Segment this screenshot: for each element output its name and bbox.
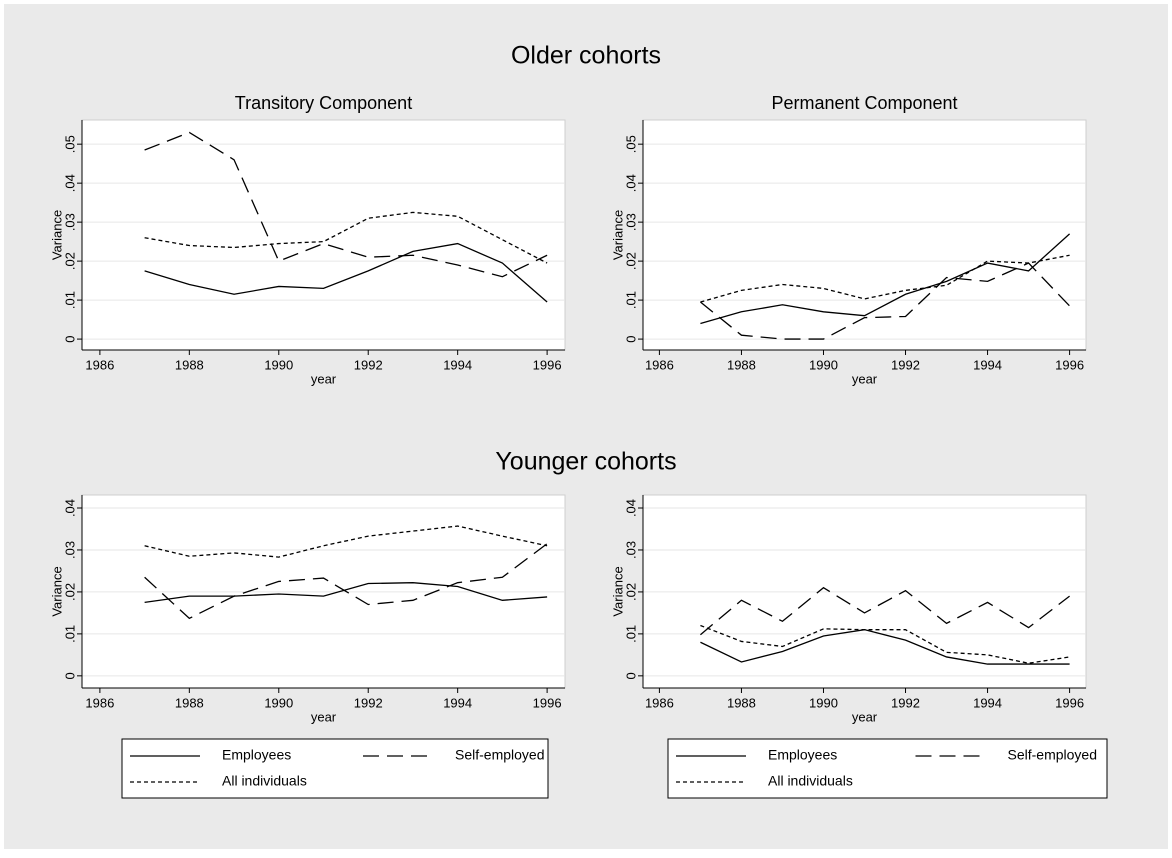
y-tick-label: .05 <box>62 135 77 153</box>
panel-title: Transitory Component <box>235 93 412 113</box>
y-tick-label: 0 <box>62 672 77 679</box>
x-tick-label: 1988 <box>727 695 756 710</box>
y-tick-label: .03 <box>623 541 638 559</box>
x-tick-label: 1994 <box>973 695 1002 710</box>
x-tick-label: 1990 <box>809 695 838 710</box>
legend-box <box>121 738 549 799</box>
y-axis-title: Variance <box>49 566 64 616</box>
x-tick-label: 1996 <box>533 357 562 372</box>
series-line <box>700 233 1071 325</box>
y-tick-label: .03 <box>623 213 638 231</box>
y-tick-label: 0 <box>623 335 638 342</box>
y-tick-label: 0 <box>623 672 638 679</box>
plot-region <box>81 119 566 351</box>
plot-region <box>642 119 1087 351</box>
y-tick-label: .04 <box>62 499 77 517</box>
x-tick-label: 1988 <box>727 357 756 372</box>
series-line <box>700 629 1070 665</box>
y-tick-label: .02 <box>62 252 77 270</box>
section-title: Older cohorts <box>511 42 661 70</box>
y-tick-label: .03 <box>62 541 77 559</box>
x-tick-label: 1996 <box>533 695 562 710</box>
panel-title: Permanent Component <box>771 93 957 113</box>
x-axis-title: year <box>852 371 878 386</box>
x-axis-title: year <box>311 371 337 386</box>
legend-box <box>667 738 1108 799</box>
legend-label: All individuals <box>768 773 853 789</box>
x-tick-label: 1986 <box>85 695 114 710</box>
series-line <box>700 254 1070 303</box>
y-axis-title: Variance <box>610 210 625 260</box>
y-tick-label: .01 <box>623 291 638 309</box>
x-tick-label: 1986 <box>645 695 674 710</box>
x-tick-label: 1986 <box>645 357 674 372</box>
section-title: Younger cohorts <box>495 448 676 476</box>
legend-label: Employees <box>768 747 837 763</box>
legend-label: Self-employed <box>1008 747 1098 763</box>
x-tick-label: 1992 <box>354 357 383 372</box>
x-tick-label: 1994 <box>443 695 472 710</box>
y-tick-label: .02 <box>623 252 638 270</box>
x-tick-label: 1994 <box>443 357 472 372</box>
legend-label: Self-employed <box>455 747 545 763</box>
x-tick-label: 1986 <box>85 357 114 372</box>
y-tick-label: .02 <box>623 583 638 601</box>
x-tick-label: 1990 <box>264 695 293 710</box>
legend-label: Employees <box>222 747 291 763</box>
y-tick-label: .01 <box>623 625 638 643</box>
x-tick-label: 1992 <box>891 357 920 372</box>
series-line <box>144 242 548 303</box>
x-tick-label: 1992 <box>354 695 383 710</box>
series-line <box>700 624 1070 664</box>
x-axis-title: year <box>852 709 878 724</box>
series-line <box>144 582 548 604</box>
x-tick-label: 1988 <box>175 357 204 372</box>
series-line <box>144 543 548 620</box>
x-tick-label: 1992 <box>891 695 920 710</box>
x-tick-label: 1996 <box>1055 357 1084 372</box>
y-tick-label: .03 <box>62 213 77 231</box>
x-tick-label: 1990 <box>809 357 838 372</box>
x-tick-label: 1994 <box>973 357 1002 372</box>
y-tick-label: .04 <box>623 174 638 192</box>
y-tick-label: .01 <box>62 625 77 643</box>
series-line <box>700 262 1071 340</box>
series-line <box>700 586 1070 636</box>
x-tick-label: 1988 <box>175 695 204 710</box>
y-tick-label: 0 <box>62 335 77 342</box>
series-line <box>144 525 548 558</box>
y-axis-title: Variance <box>610 566 625 616</box>
y-tick-label: .05 <box>623 135 638 153</box>
series-line <box>144 211 548 264</box>
x-tick-label: 1996 <box>1055 695 1084 710</box>
y-tick-label: .04 <box>623 499 638 517</box>
x-tick-label: 1990 <box>264 357 293 372</box>
series-line <box>144 131 548 278</box>
legend-label: All individuals <box>222 773 307 789</box>
y-tick-label: .02 <box>62 583 77 601</box>
y-axis-title: Variance <box>49 210 64 260</box>
y-tick-label: .04 <box>62 174 77 192</box>
x-axis-title: year <box>311 709 337 724</box>
y-tick-label: .01 <box>62 291 77 309</box>
